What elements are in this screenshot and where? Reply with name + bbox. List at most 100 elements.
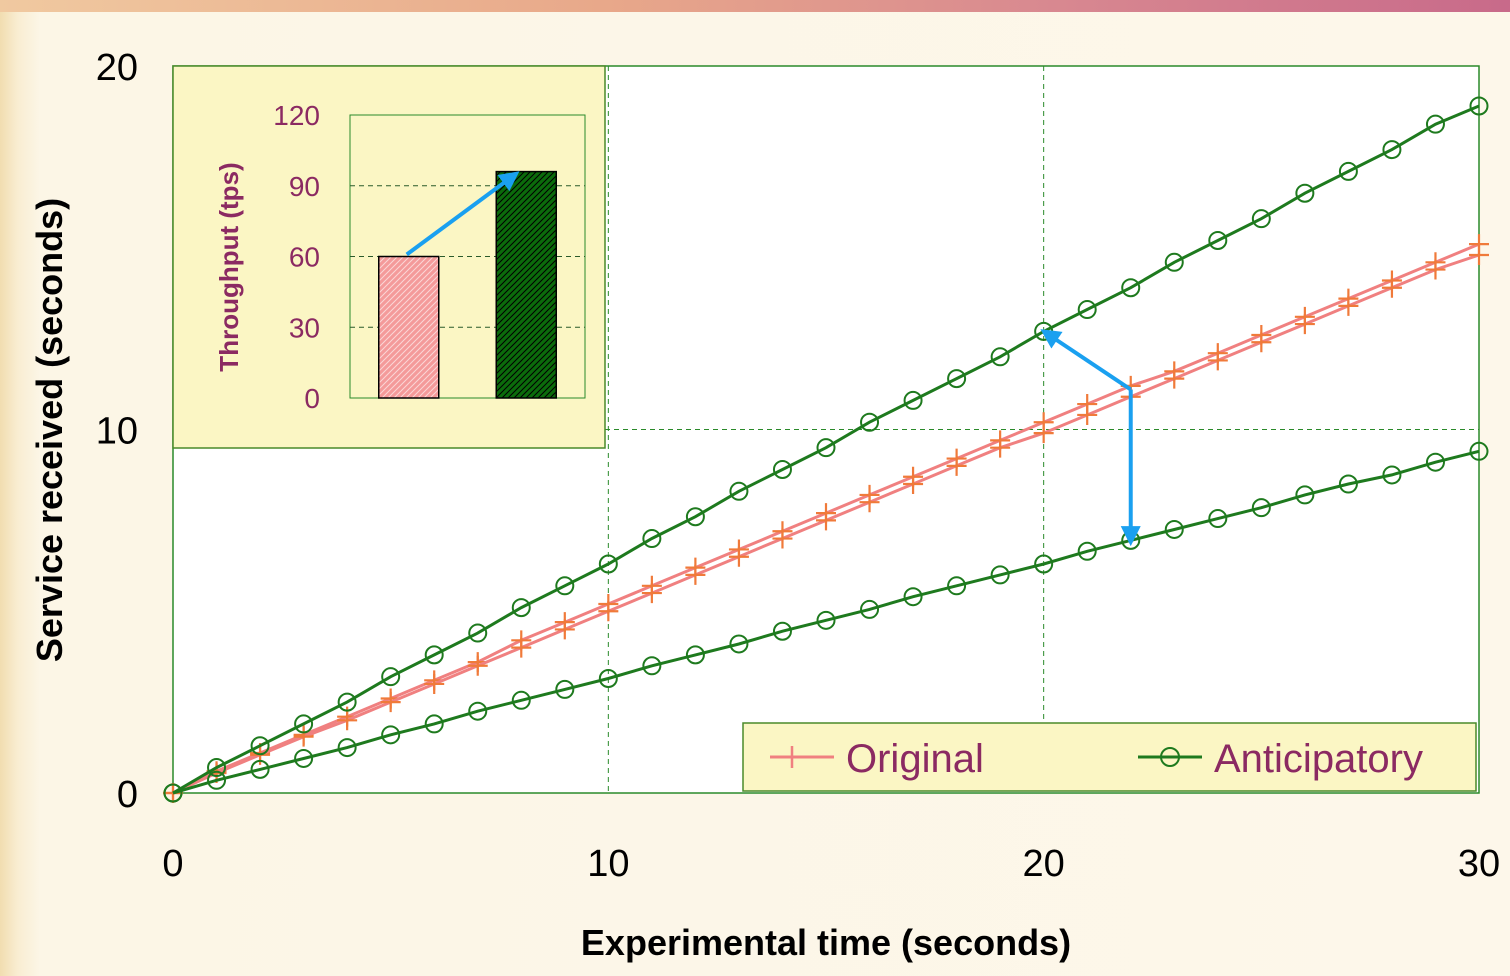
data-point [1295, 183, 1315, 203]
data-point [424, 645, 444, 665]
data-point [947, 576, 967, 596]
data-point [1425, 259, 1446, 280]
data-point [511, 598, 531, 618]
data-point [1469, 441, 1489, 461]
inset-bars [378, 170, 557, 399]
data-point [424, 714, 444, 734]
data-point [642, 529, 662, 549]
main-tick-labels: 0 10 20 30 0 10 20 [96, 47, 1500, 885]
x-tick-label: 20 [1023, 843, 1065, 885]
data-point [685, 645, 705, 665]
data-point [685, 564, 706, 585]
data-point [424, 673, 445, 694]
data-point [1251, 332, 1272, 353]
data-point [1295, 485, 1315, 505]
data-point [1425, 452, 1445, 472]
inset-y-tick-label: 120 [273, 100, 320, 131]
series-anticipatory-2 [163, 96, 1489, 803]
data-point [990, 565, 1010, 585]
data-point [250, 759, 270, 779]
data-point [1033, 423, 1054, 444]
y-tick-label: 10 [96, 411, 138, 453]
series-original-1 [163, 245, 1489, 803]
data-point [859, 492, 880, 513]
data-point [1382, 465, 1402, 485]
inset-chart: 0 30 60 90 120 Throughput (tps) [172, 65, 606, 449]
data-point [1208, 509, 1228, 529]
data-point [1077, 541, 1097, 561]
data-point [903, 390, 923, 410]
data-point [555, 679, 575, 699]
data-point [729, 634, 749, 654]
inset-bar-original [378, 255, 440, 399]
data-point [468, 623, 488, 643]
data-point [293, 726, 314, 747]
data-point [772, 459, 792, 479]
data-point [1077, 404, 1098, 425]
y-tick-label: 0 [117, 774, 138, 816]
main-series-group [163, 96, 1489, 803]
data-point [816, 610, 836, 630]
y-tick-label: 20 [96, 47, 138, 89]
data-point [1338, 295, 1359, 316]
data-point [555, 576, 575, 596]
inset-y-axis-label: Throughput (tps) [214, 162, 244, 371]
data-point [728, 546, 749, 567]
data-point [511, 690, 531, 710]
inset-y-tick-label: 90 [289, 171, 320, 202]
data-point [947, 369, 967, 389]
data-point [1251, 498, 1271, 518]
inset-arrow [405, 171, 520, 257]
data-point [598, 601, 619, 622]
x-axis-label: Experimental time (seconds) [581, 922, 1071, 963]
x-tick-label: 0 [162, 843, 183, 885]
y-axis-label: Service received (seconds) [29, 198, 70, 662]
data-point [642, 656, 662, 676]
data-point [468, 701, 488, 721]
legend: Original Anticipatory [742, 722, 1477, 792]
inset-tick-labels: 0 30 60 90 120 [273, 100, 320, 414]
series-anticipatory-3 [163, 441, 1489, 803]
data-point [903, 587, 923, 607]
data-point [1034, 554, 1054, 574]
data-point [990, 347, 1010, 367]
x-tick-label: 10 [587, 843, 629, 885]
slide-top-bar [0, 0, 1510, 12]
data-point [207, 770, 227, 790]
data-point [1164, 368, 1185, 389]
data-point [1164, 252, 1184, 272]
series-line [172, 449, 1480, 795]
data-point [772, 621, 792, 641]
x-tick-label: 30 [1458, 843, 1500, 885]
data-point [772, 528, 793, 549]
inset-y-tick-label: 60 [289, 242, 320, 273]
legend-label-anticipatory: Anticipatory [1214, 737, 1423, 781]
data-point [1208, 230, 1228, 250]
data-point [1077, 300, 1097, 320]
data-point [294, 748, 314, 768]
data-point [1338, 161, 1358, 181]
inset-bar-anticipatory [495, 170, 557, 399]
data-point [337, 710, 358, 731]
data-point [816, 438, 836, 458]
data-point [1469, 245, 1489, 266]
data-point [294, 714, 314, 734]
data-point [641, 583, 662, 604]
data-point [1121, 278, 1141, 298]
data-point [903, 474, 924, 495]
data-point [1294, 314, 1315, 335]
data-point [1382, 140, 1402, 160]
data-point [598, 668, 618, 688]
data-point [1381, 277, 1402, 298]
data-point [685, 507, 705, 527]
data-point [207, 758, 227, 778]
data-point [1338, 474, 1358, 494]
data-point [729, 481, 749, 501]
annotation-arrow [1040, 329, 1132, 392]
data-point [511, 637, 532, 658]
data-point [380, 692, 401, 713]
data-point [381, 667, 401, 687]
data-point [554, 619, 575, 640]
data-point [381, 725, 401, 745]
